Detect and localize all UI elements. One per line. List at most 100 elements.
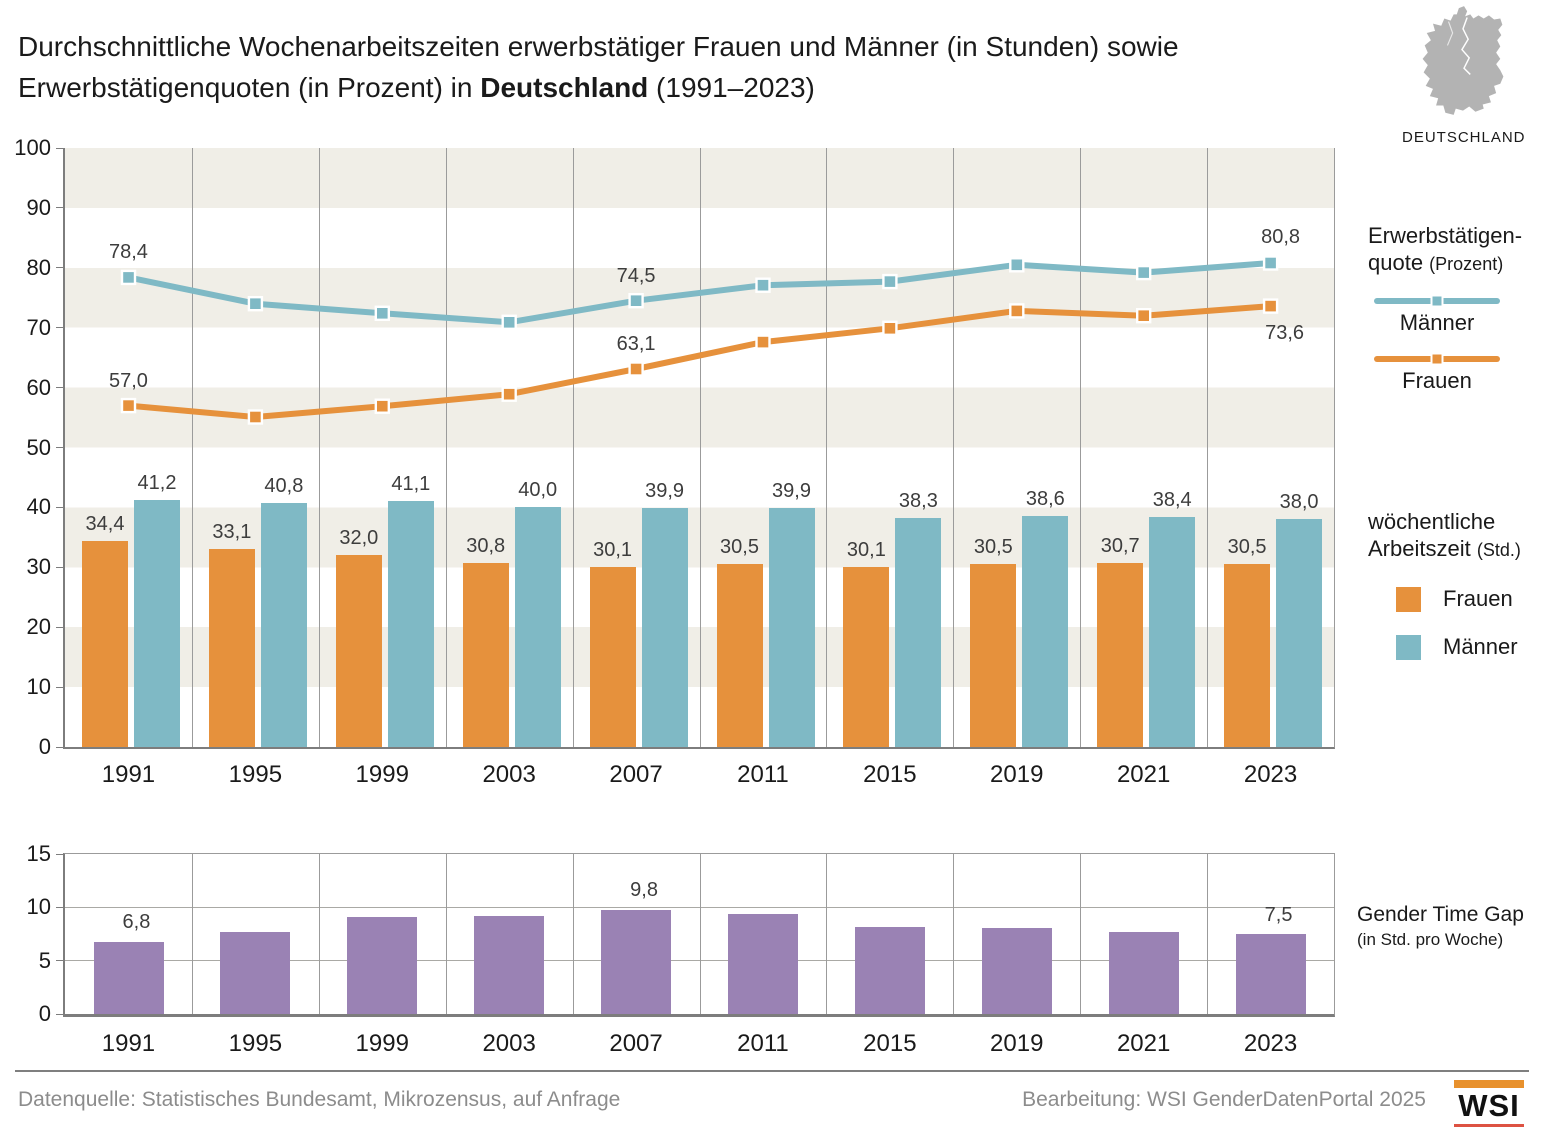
line-value-label: 63,1 [616, 333, 656, 356]
y-tick-label: 60 [26, 374, 51, 400]
gridline-vertical [826, 854, 828, 1014]
bar-gap-2021 [1108, 931, 1179, 1014]
marker-frauen-2011 [755, 334, 771, 350]
line-männer [127, 260, 1271, 326]
bar-männer-2021 [1149, 517, 1196, 747]
title-country: Deutschland [480, 72, 649, 103]
legend-rate-title: Erwerbstätigen- quote (Prozent) [1368, 223, 1523, 275]
x-tick-label: 2007 [609, 1030, 663, 1057]
line-value-label: 73,6 [1265, 322, 1305, 345]
marker-männer-2019 [1009, 257, 1025, 273]
legend-bar-maenner-label: Männer [1443, 634, 1518, 659]
wsi-logo-text: WSI [1454, 1088, 1524, 1127]
gap-value-label: 9,8 [630, 879, 658, 902]
bar-gap-2019 [981, 927, 1052, 1014]
marker-frauen-2023 [1262, 298, 1279, 314]
line-value-label: 74,5 [616, 264, 656, 287]
x-tick-label: 1999 [355, 761, 409, 788]
page-title: Durchschnittliche Wochenarbeitszeiten er… [18, 26, 1378, 108]
x-tick-label: 1999 [355, 1030, 409, 1057]
y-tick-label: 5 [38, 947, 51, 973]
gridline-vertical [1080, 148, 1082, 747]
legend-line-maenner-swatch [1374, 294, 1500, 308]
y-tick-mark [56, 207, 63, 209]
x-tick-label: 2023 [1243, 761, 1298, 788]
bar-value-label: 30,1 [593, 538, 633, 561]
gridline-vertical [318, 854, 320, 1014]
gap-label-title: Gender Time Gap [1357, 903, 1524, 926]
y-tick-mark [56, 1013, 63, 1015]
bar-männer-1999 [387, 500, 434, 747]
gap-chart: 0 5 10 15 6,8 9,8 7,5 1991 1995 1999 2003 2007 2011 2… [27, 841, 1335, 1057]
x-tick-label: 2021 [1116, 761, 1171, 788]
y-tick-label: 10 [26, 894, 51, 920]
legend-line-frauen-label: Frauen [1402, 368, 1472, 393]
gap-value-label: 7,5 [1264, 904, 1293, 926]
x-tick-label: 2011 [737, 1030, 789, 1057]
x-tick-label: 2019 [990, 1030, 1044, 1057]
bar-männer-2019 [1022, 515, 1069, 747]
gap-chart-label: Gender Time Gap (in Std. pro Woche) [1357, 903, 1537, 950]
marker-männer-2007 [628, 292, 644, 309]
bar-value-label: 38,6 [1025, 487, 1065, 510]
bar-value-label: 41,1 [391, 472, 431, 495]
bar-gap-1999 [347, 916, 418, 1014]
bar-value-label: 30,1 [846, 538, 886, 561]
bar-männer-2015 [895, 517, 942, 747]
x-tick-label: 1991 [101, 761, 156, 788]
gridline-vertical [191, 148, 193, 747]
line-value-label: 78,4 [108, 241, 148, 264]
y-tick-mark [56, 960, 63, 962]
gap-value-label: 6,8 [122, 911, 151, 934]
x-tick-label: 1995 [228, 1030, 283, 1057]
y-tick-mark [56, 447, 63, 448]
bar-frauen-2007 [589, 566, 636, 747]
y-tick-label: 90 [26, 194, 51, 220]
y-tick-label: 70 [26, 314, 51, 340]
legend-bar-frauen-label: Frauen [1443, 586, 1513, 611]
legend-employment-rate: Erwerbstätigen- quote (Prozent) Männer F… [1368, 222, 1533, 398]
main-chart: 0 10 20 30 40 50 60 70 80 90 100 34,4 33,1 32,0 30,8 30… [14, 135, 1335, 788]
gridline-vertical [1080, 854, 1082, 1014]
gridline-vertical [445, 854, 447, 1014]
marker-frauen-2007 [628, 361, 644, 377]
marker-frauen-2003 [501, 386, 517, 402]
marker-frauen-2019 [1009, 303, 1025, 319]
y-tick-label: 30 [26, 554, 51, 580]
bar-value-label: 34,4 [85, 512, 125, 535]
y-tick-label: 40 [26, 494, 51, 520]
bar-value-label: 30,5 [720, 536, 759, 559]
footer-divider [15, 1070, 1529, 1072]
bar-gap-2007 [601, 909, 672, 1014]
y-tick-mark [56, 327, 63, 329]
bar-frauen-1991 [82, 540, 128, 747]
marker-männer-2003 [501, 314, 517, 331]
y-tick-mark [56, 686, 63, 688]
gridline-vertical [699, 854, 701, 1014]
title-line-1: Durchschnittliche Wochenarbeitszeiten er… [18, 31, 1179, 62]
bar-frauen-2019 [970, 564, 1017, 747]
gap-label-unit: (in Std. pro Woche) [1357, 930, 1504, 949]
bar-gap-1991 [93, 941, 164, 1014]
x-tick-label: 1995 [228, 761, 283, 788]
x-tick-label: 2003 [482, 1030, 536, 1057]
y-tick-label: 10 [26, 674, 51, 700]
marker-männer-2015 [882, 273, 898, 290]
y-tick-mark [56, 267, 63, 269]
gridline-vertical [826, 148, 828, 747]
x-tick-label: 2023 [1243, 1030, 1298, 1057]
y-tick-mark [56, 906, 63, 908]
marker-männer-1991 [120, 269, 137, 286]
x-tick-label: 2007 [609, 761, 663, 788]
y-tick-mark [56, 387, 63, 389]
data-source: Datenquelle: Statistisches Bundesamt, Mi… [18, 1088, 621, 1111]
bar-value-label: 40,0 [518, 479, 558, 502]
line-value-label: 57,0 [108, 369, 148, 392]
gridline-vertical [572, 854, 574, 1014]
bar-frauen-2011 [716, 564, 763, 747]
marker-frauen-1991 [120, 397, 137, 414]
gridline-vertical [191, 854, 193, 1014]
y-tick-label: 0 [38, 1001, 51, 1026]
gridline-vertical [445, 148, 447, 747]
bar-value-label: 30,8 [466, 534, 506, 557]
